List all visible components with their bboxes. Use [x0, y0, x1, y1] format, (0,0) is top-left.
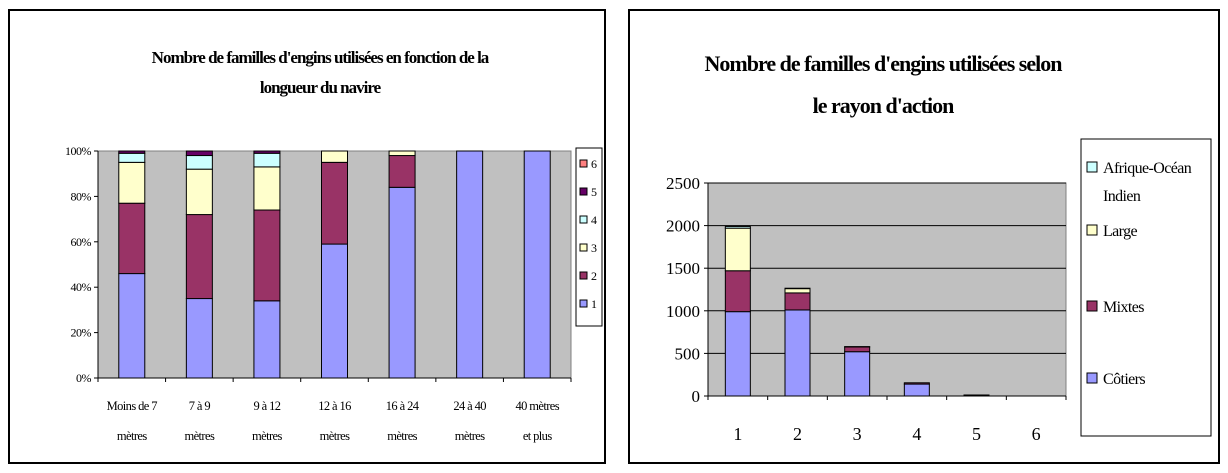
bar-segment-1-1 — [784, 292, 811, 311]
x-category-label: 40 mètres — [515, 399, 559, 413]
bar-segment-1-0 — [724, 270, 751, 313]
bar-segment-5-0 — [118, 150, 146, 154]
bar-segment-4-1 — [185, 155, 213, 170]
legend-label: 5 — [591, 185, 597, 199]
bar-segment-1-1 — [185, 298, 213, 379]
legend-swatch-0 — [1086, 372, 1098, 384]
y-tick-label: 1000 — [666, 302, 700, 321]
bar-segment-1-2 — [253, 300, 281, 379]
chart-title-line: longueur du navire — [260, 78, 382, 97]
bar-segment-3-0 — [724, 225, 751, 229]
legend-box — [1080, 138, 1212, 437]
legend-swatch-3 — [1086, 161, 1098, 173]
y-tick-label: 2000 — [666, 217, 700, 236]
bar-segment-2-2 — [253, 209, 281, 302]
bar-segment-3-1 — [185, 168, 213, 216]
bar-segment-0-0 — [724, 311, 751, 397]
x-category-label: mètres — [320, 429, 350, 443]
left-chart-frame: Nombre de familles d'engins utilisées en… — [8, 9, 606, 464]
legend-label: Afrique-Océan — [1103, 160, 1192, 177]
legend-swatch-2 — [579, 271, 588, 280]
bar-segment-5-1 — [185, 150, 213, 157]
bar-segment-1-0 — [118, 273, 146, 379]
bar-segment-2-0 — [118, 202, 146, 275]
x-category-label: 6 — [1032, 424, 1041, 444]
legend-label: Côtiers — [1103, 371, 1145, 388]
x-category-label: Moins de 7 — [107, 399, 158, 413]
chart-title-line: Nombre de familles d'engins utilisées en… — [152, 48, 490, 67]
x-category-label: mètres — [117, 429, 147, 443]
legend-swatch-1 — [579, 299, 588, 308]
x-category-label: 1 — [733, 424, 742, 444]
legend-label: Mixtes — [1103, 299, 1144, 316]
legend-label: 6 — [591, 157, 597, 171]
bar-segment-3-3 — [321, 150, 348, 163]
bar-segment-0-1 — [784, 309, 811, 397]
x-category-label: 2 — [793, 424, 802, 444]
legend-label: 3 — [591, 241, 597, 255]
x-category-label: 3 — [853, 424, 862, 444]
legend-label: Large — [1103, 223, 1138, 240]
chart-title-line: Nombre de familles d'engins utilisées se… — [705, 51, 1063, 76]
x-category-label: 9 à 12 — [253, 399, 280, 413]
bar-segment-1-5 — [456, 150, 484, 379]
y-tick-label: 2500 — [666, 174, 700, 193]
bar-segment-1-6 — [523, 150, 551, 379]
legend-label: 4 — [591, 213, 597, 227]
bar-segment-0-2 — [844, 351, 871, 397]
legend-box — [575, 147, 603, 327]
bar-segment-1-4 — [388, 186, 416, 379]
plot-area — [707, 182, 1067, 397]
bar-segment-1-2 — [844, 346, 871, 353]
bar-segment-2-1 — [784, 288, 811, 294]
legend-label: Indien — [1103, 188, 1141, 205]
y-tick-label: 1500 — [666, 259, 700, 278]
legend-swatch-1 — [1086, 300, 1098, 312]
bar-segment-4-0 — [118, 152, 146, 163]
x-category-label: 7 à 9 — [189, 399, 211, 413]
x-category-label: mètres — [184, 429, 214, 443]
x-category-label: 5 — [972, 424, 981, 444]
bar-segment-3-4 — [388, 150, 416, 157]
bar-segment-3-2 — [253, 166, 281, 211]
y-tick-label: 500 — [675, 344, 701, 363]
chart-title-line: le rayon d'action — [813, 93, 954, 118]
bar-segment-3-0 — [118, 161, 146, 204]
x-category-label: 24 à 40 — [453, 399, 486, 413]
right-chart-frame: Nombre de familles d'engins utilisées se… — [628, 9, 1220, 464]
bar-segment-5-2 — [253, 150, 281, 154]
bar-segment-1-3 — [321, 243, 348, 379]
bar-segment-0-3 — [903, 383, 930, 397]
legend-swatch-2 — [1086, 224, 1098, 236]
x-category-label: mètres — [252, 429, 282, 443]
x-category-label: 4 — [912, 424, 921, 444]
x-category-label: 12 à 16 — [318, 399, 351, 413]
bar-segment-2-3 — [321, 161, 348, 245]
bar-segment-2-1 — [185, 214, 213, 300]
y-tick-label: 60% — [71, 235, 92, 249]
legend-label: 2 — [591, 269, 597, 283]
y-tick-label: 100% — [65, 144, 92, 158]
chart-length-percent: Nombre de familles d'engins utilisées en… — [65, 48, 603, 443]
bar-segment-2-4 — [388, 155, 416, 188]
bar-segment-4-2 — [253, 152, 281, 168]
bar-segment-2-0 — [724, 227, 751, 272]
x-category-label: mètres — [387, 429, 417, 443]
y-tick-label: 40% — [71, 280, 92, 294]
legend-label: 1 — [591, 297, 597, 311]
x-category-label: 16 à 24 — [386, 399, 420, 413]
x-category-label: mètres — [455, 429, 485, 443]
legend-swatch-6 — [579, 159, 588, 168]
legend-swatch-5 — [579, 187, 588, 196]
bar-segment-1-3 — [903, 382, 930, 385]
y-tick-label: 0 — [692, 387, 701, 406]
x-category-label: et plus — [523, 429, 553, 443]
legend-swatch-4 — [579, 215, 588, 224]
y-tick-label: 20% — [71, 326, 92, 340]
legend-swatch-3 — [579, 243, 588, 252]
y-tick-label: 0% — [76, 371, 92, 385]
chart-action-radius: Nombre de familles d'engins utilisées se… — [666, 51, 1212, 444]
y-tick-label: 80% — [71, 189, 92, 203]
